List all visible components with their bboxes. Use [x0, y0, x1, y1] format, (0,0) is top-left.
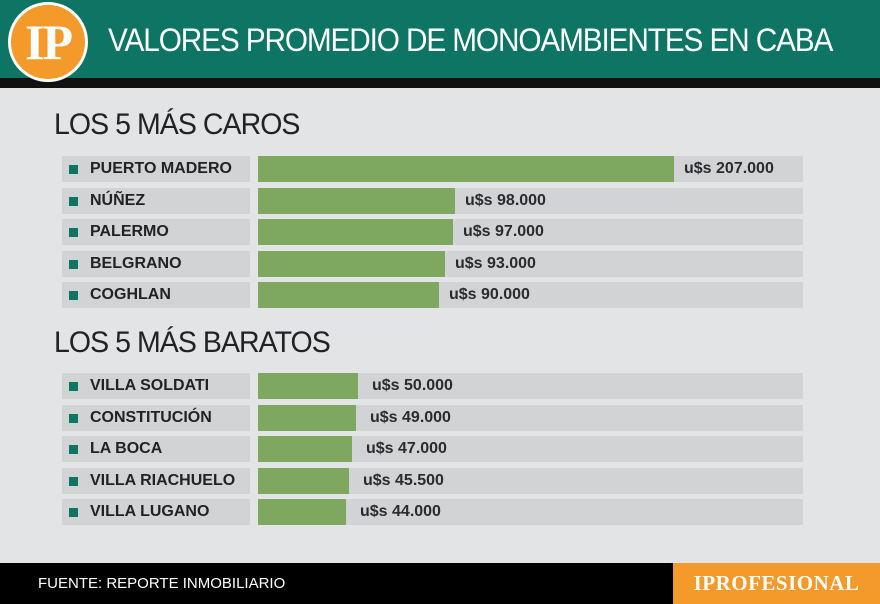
category-label: VILLA SOLDATI — [90, 377, 210, 394]
footer: FUENTE: REPORTE INMOBILIARIO IPROFESIONA… — [0, 563, 880, 604]
category-label-box: COGHLAN — [62, 282, 250, 308]
category-label: VILLA LUGANO — [90, 503, 210, 520]
bullet-square-icon — [69, 227, 78, 237]
data-label: u$s 47.000 — [366, 440, 447, 457]
bar-track: u$s 47.000 — [258, 436, 803, 462]
data-label: u$s 207.000 — [684, 160, 774, 177]
category-label-box: BELGRANO — [62, 251, 250, 277]
category-label-box: LA BOCA — [62, 436, 250, 462]
section-title-expensive: LOS 5 MÁS CAROS — [54, 108, 300, 141]
category-label-box: NÚÑEZ — [62, 188, 250, 214]
category-label: VILLA RIACHUELO — [90, 472, 236, 489]
bullet-square-icon — [69, 444, 78, 454]
category-label-box: CONSTITUCIÓN — [62, 405, 250, 431]
data-label: u$s 50.000 — [372, 377, 453, 394]
data-label: u$s 45.500 — [363, 472, 444, 489]
bullet-square-icon — [69, 507, 78, 517]
bar — [258, 282, 439, 308]
bar-track: u$s 98.000 — [258, 188, 803, 214]
bullet-square-icon — [69, 164, 78, 174]
header-band — [0, 0, 880, 78]
data-label: u$s 44.000 — [360, 503, 441, 520]
bullet-square-icon — [69, 290, 78, 300]
bar — [258, 251, 445, 277]
category-label-box: PALERMO — [62, 219, 250, 245]
data-label: u$s 93.000 — [455, 255, 536, 272]
category-label-box: PUERTO MADERO — [62, 156, 250, 182]
bar — [258, 499, 346, 525]
ip-logo: IP — [8, 2, 88, 82]
bar-track: u$s 49.000 — [258, 405, 803, 431]
bar — [258, 188, 455, 214]
category-label: PALERMO — [90, 223, 169, 240]
category-label: LA BOCA — [90, 440, 163, 457]
bar-track: u$s 50.000 — [258, 373, 803, 399]
bar — [258, 156, 674, 182]
bullet-square-icon — [69, 196, 78, 206]
category-label-box: VILLA RIACHUELO — [62, 468, 250, 494]
category-label: COGHLAN — [90, 286, 171, 303]
bar-track: u$s 97.000 — [258, 219, 803, 245]
category-label-box: VILLA SOLDATI — [62, 373, 250, 399]
bar-track: u$s 93.000 — [258, 251, 803, 277]
bar — [258, 436, 352, 462]
section-title-cheap: LOS 5 MÁS BARATOS — [54, 326, 331, 359]
category-label: CONSTITUCIÓN — [90, 409, 212, 426]
header: IP VALORES PROMEDIO DE MONOAMBIENTES EN … — [0, 0, 880, 88]
data-label: u$s 49.000 — [370, 409, 451, 426]
bullet-square-icon — [69, 259, 78, 269]
bullet-square-icon — [69, 413, 78, 423]
bar — [258, 219, 453, 245]
category-label: NÚÑEZ — [90, 192, 146, 209]
data-label: u$s 97.000 — [463, 223, 544, 240]
category-label: BELGRANO — [90, 255, 182, 272]
bar-track: u$s 207.000 — [258, 156, 803, 182]
bullet-square-icon — [69, 476, 78, 486]
bar-track: u$s 45.500 — [258, 468, 803, 494]
bar-track: u$s 90.000 — [258, 282, 803, 308]
data-label: u$s 90.000 — [449, 286, 530, 303]
category-label-box: VILLA LUGANO — [62, 499, 250, 525]
bar — [258, 373, 358, 399]
bar — [258, 468, 349, 494]
logo-text: IP — [25, 14, 73, 70]
page-title: VALORES PROMEDIO DE MONOAMBIENTES EN CAB… — [108, 22, 833, 58]
bullet-square-icon — [69, 381, 78, 391]
category-label: PUERTO MADERO — [90, 160, 232, 177]
data-label: u$s 98.000 — [465, 192, 546, 209]
brand-badge: IPROFESIONAL — [673, 563, 880, 604]
source-note: FUENTE: REPORTE INMOBILIARIO — [38, 575, 286, 592]
bar-track: u$s 44.000 — [258, 499, 803, 525]
bar — [258, 405, 356, 431]
